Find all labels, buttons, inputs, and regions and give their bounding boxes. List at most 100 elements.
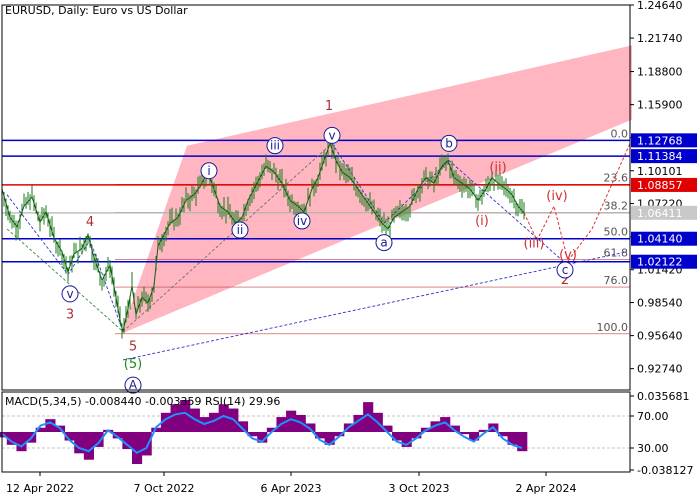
wave-label: A (129, 378, 138, 392)
macd-bar (382, 425, 393, 432)
main-plot: 0.023.638.250.061.876.0100.012345(5)Avii… (1, 45, 632, 394)
fib-label: 0.0 (611, 127, 629, 140)
x-tick-label: 7 Oct 2022 (133, 482, 194, 495)
price-label: 1.08857 (637, 179, 683, 192)
fib-label: 50.0 (604, 226, 629, 239)
fib-label: 23.6 (604, 171, 629, 184)
fib-label: 100.0 (597, 321, 629, 334)
y-tick-label: 1.18800 (637, 66, 683, 79)
price-label: 1.11384 (637, 150, 683, 163)
indicator-plot (0, 400, 630, 464)
wave-label: iv (297, 214, 307, 228)
wave-label: (ii) (489, 160, 506, 175)
wave-label: 2 (561, 273, 569, 288)
macd-bar (449, 425, 460, 432)
y-tick-label: 0.95640 (637, 330, 683, 343)
macd-bar (74, 432, 85, 454)
wave-circle (124, 376, 142, 394)
fib-label: 61.8 (604, 247, 629, 260)
macd-bar (218, 404, 229, 432)
x-tick-label: 3 Oct 2023 (388, 482, 449, 495)
rsi-line (1, 411, 523, 454)
wave-label: i (207, 164, 210, 178)
macd-bar (286, 410, 297, 432)
macd-bar (180, 400, 191, 432)
wave-circle (440, 134, 458, 152)
macd-bar (6, 432, 17, 445)
y-tick-label: 0.98540 (637, 297, 683, 310)
wave-circle (266, 137, 284, 155)
trend-line (122, 143, 333, 332)
wave-label: v (328, 128, 335, 142)
y-tick-label: 1.21740 (637, 32, 683, 45)
x-tick-label: 6 Apr 2023 (260, 482, 321, 495)
y-tick-label: 1.24640 (637, 0, 683, 12)
wave-circle (323, 126, 341, 144)
macd-bar (507, 432, 518, 445)
trend-line (6, 228, 124, 332)
macd-bar (497, 432, 509, 437)
wave-label: 3 (66, 307, 74, 322)
macd-bar (478, 429, 489, 432)
macd-bar (411, 432, 422, 439)
ind-tick-label: -0.038127 (637, 464, 693, 477)
macd-bar (401, 432, 412, 447)
macd-bar (314, 432, 326, 439)
price-label-box (631, 177, 697, 192)
trend-line (122, 251, 628, 361)
macd-bar (237, 421, 249, 432)
wave-label: (i) (475, 214, 489, 229)
macd-bar (517, 432, 528, 452)
macd-bar (112, 432, 123, 439)
macd-bar (141, 432, 152, 456)
macd-bar (257, 432, 268, 443)
wave-label: iii (270, 139, 280, 153)
macd-bar (16, 432, 27, 452)
macd-bar (430, 421, 441, 432)
macd-bar (83, 432, 94, 460)
x-tick-label: 12 Apr 2022 (6, 482, 74, 495)
macd-bar (459, 432, 470, 435)
macd-bar (469, 432, 480, 441)
macd-bar (132, 432, 143, 464)
fib-label: 76.0 (604, 274, 629, 287)
price-label: 1.02122 (637, 256, 683, 269)
macd-bar (122, 432, 133, 450)
macd-bar (353, 414, 364, 432)
ind-tick-label: 70.00 (637, 410, 669, 423)
ind-tick-label: 0.035681 (637, 390, 690, 403)
wave-circle (200, 162, 218, 180)
macd-bar (334, 432, 345, 437)
macd-bar (160, 412, 172, 432)
macd-bar (45, 419, 56, 432)
price-label: 1.04140 (637, 233, 683, 246)
macd-bar (209, 412, 220, 432)
x-tick-label: 2 Apr 2024 (515, 482, 576, 495)
wave-circle (375, 234, 393, 252)
macd-bar (64, 432, 75, 441)
macd-bar (151, 427, 162, 432)
ind-tick-label: 30.00 (637, 442, 669, 455)
wave-label: v (66, 287, 73, 301)
price-label-box (631, 205, 697, 220)
wave-circle (556, 261, 574, 279)
wave-circle (293, 212, 311, 230)
fib-label: 38.2 (604, 199, 629, 212)
wave-label: (iii) (524, 237, 545, 252)
y-tick-label: 1.10101 (637, 165, 683, 178)
wave-label: a (380, 236, 387, 250)
trend-line (6, 194, 124, 332)
wave-circle (231, 221, 249, 239)
wave-label: (v) (559, 248, 577, 263)
macd-bar (392, 432, 403, 441)
price-label-box (631, 133, 697, 148)
price-label-box (631, 149, 697, 164)
macd-bar (324, 432, 335, 445)
macd-bar (247, 432, 258, 437)
price-line (1, 141, 525, 332)
wave-label: 5 (129, 339, 137, 354)
wave-label: (5) (124, 357, 142, 372)
macd-bar (363, 402, 374, 432)
wave-circle (61, 285, 79, 303)
